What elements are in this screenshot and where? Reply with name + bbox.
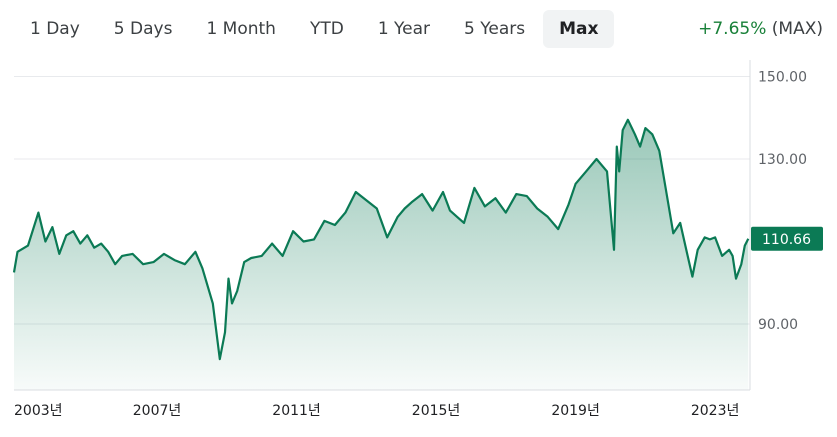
x-tick-label: 2011년 xyxy=(272,403,321,419)
range-1-year[interactable]: 1 Year xyxy=(377,19,431,39)
x-tick-label: 2015년 xyxy=(412,403,461,419)
x-tick-label: 2007년 xyxy=(133,403,182,419)
series-area xyxy=(14,119,749,391)
x-tick-label: 2003년 xyxy=(14,403,63,419)
range-selector: 1 Day 5 Days 1 Month YTD 1 Year 5 Years … xyxy=(14,10,616,48)
current-price-marker: 110.66 xyxy=(751,226,823,251)
range-max[interactable]: Max xyxy=(543,10,615,48)
current-price-box xyxy=(751,226,823,251)
range-1-month[interactable]: 1 Month xyxy=(206,19,276,39)
range-ytd[interactable]: YTD xyxy=(309,19,344,39)
series-line xyxy=(12,118,750,361)
y-tick-label: 150.00 xyxy=(758,70,807,86)
change-period: (MAX) xyxy=(771,19,823,39)
range-5-days[interactable]: 5 Days xyxy=(113,19,173,39)
change-percent: +7.65% xyxy=(698,19,767,39)
x-axis-ticks: 2003년 2007년 2011년 2015년 2019년 2023년 xyxy=(14,403,739,419)
range-1-day[interactable]: 1 Day xyxy=(30,19,80,39)
x-tick-label: 2019년 xyxy=(551,403,600,419)
price-change: +7.65% (MAX) xyxy=(698,19,823,39)
x-tick-label: 2023년 xyxy=(691,403,740,419)
current-price-label: 110.66 xyxy=(762,232,811,248)
y-tick-label: 130.00 xyxy=(758,152,807,168)
y-tick-label: 90.00 xyxy=(758,317,798,333)
y-axis-ticks: 90.00 130.00 150.00 xyxy=(758,70,807,334)
range-5-years[interactable]: 5 Years xyxy=(464,19,526,39)
